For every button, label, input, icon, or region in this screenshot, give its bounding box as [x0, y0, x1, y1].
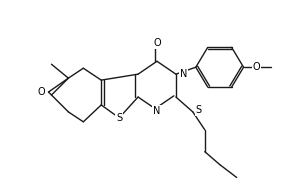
Text: S: S — [196, 105, 202, 115]
Text: O: O — [38, 87, 45, 97]
Text: S: S — [116, 113, 122, 123]
Text: O: O — [253, 62, 260, 72]
Text: N: N — [180, 69, 187, 79]
Text: O: O — [153, 38, 161, 48]
Text: N: N — [153, 106, 161, 116]
